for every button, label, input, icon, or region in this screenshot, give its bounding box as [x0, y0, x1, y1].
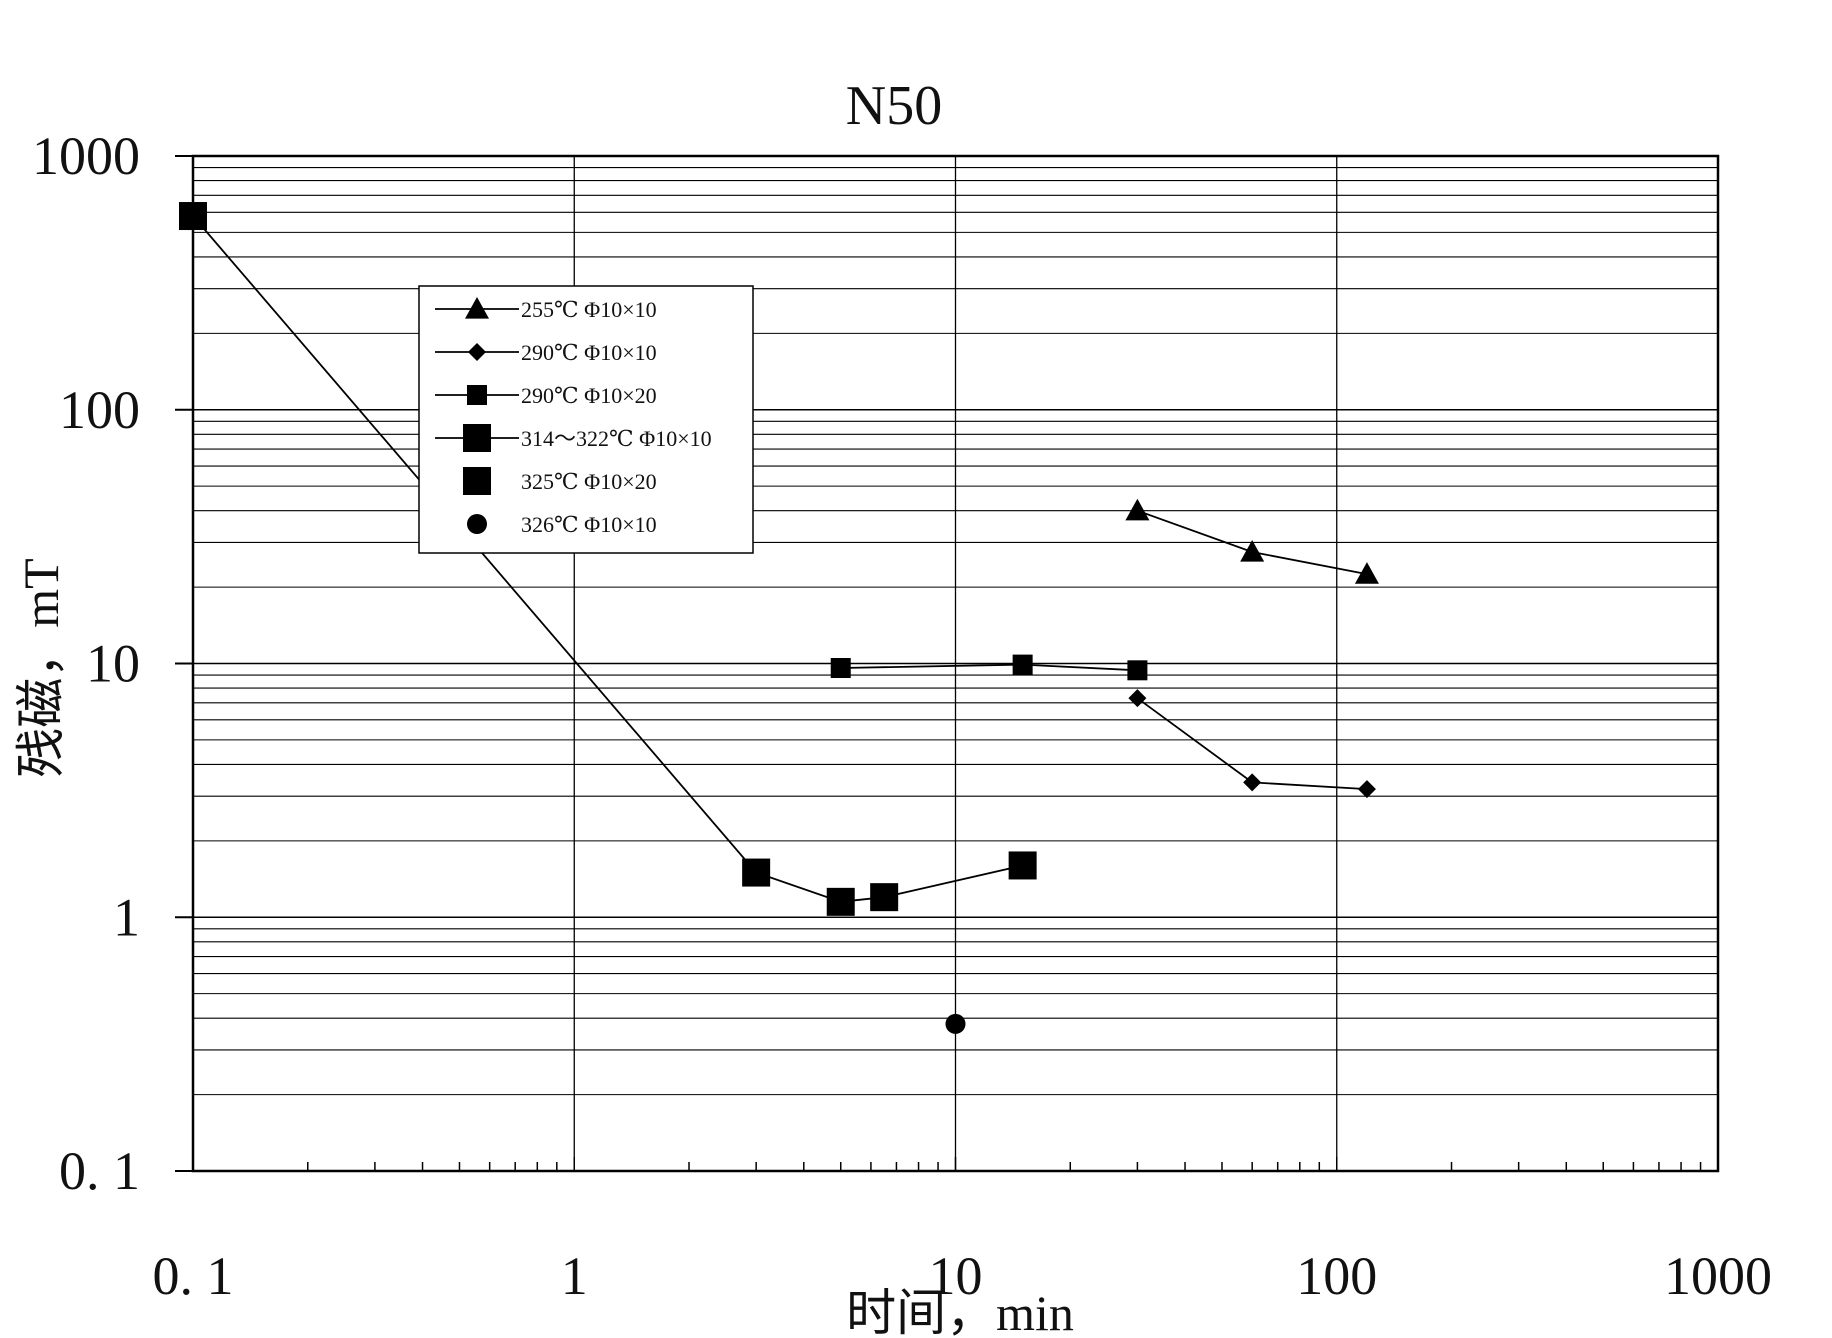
data-point [1128, 689, 1147, 708]
x-tick-label: 10 [929, 1246, 983, 1306]
grid [192, 156, 1719, 1172]
series-3 [179, 202, 1037, 916]
legend: 255℃ Φ10×10 290℃ Φ10×10 290℃ Φ10×20 314～322… [418, 285, 754, 554]
legend-label: 290℃ Φ10×20 [521, 383, 657, 408]
y-tick-label: 1 [113, 887, 140, 947]
legend-marker [463, 424, 491, 452]
data-point [179, 202, 207, 231]
data-point [830, 657, 851, 678]
legend-label: 325℃ Φ10×20 [521, 469, 657, 494]
legend-marker [467, 385, 487, 405]
data-point [1357, 780, 1376, 799]
data-point [742, 858, 771, 887]
legend-marker [465, 297, 489, 319]
series-layer [179, 202, 1379, 1034]
data-point [1012, 654, 1033, 675]
x-tick-label: 0. 1 [153, 1246, 234, 1306]
data-point [1127, 660, 1148, 681]
series-2 [830, 654, 1148, 681]
x-axis-ticks: 0. 1 1 10 100 1000 [153, 1157, 1772, 1306]
legend-marker [468, 343, 486, 361]
y-axis-label: 残磁，mT [13, 558, 69, 777]
legend-item: 255℃ Φ10×10 [435, 297, 657, 322]
data-point [826, 887, 855, 916]
data-point [1240, 540, 1265, 562]
legend-item: 325℃ Φ10×20 [463, 467, 657, 495]
legend-item: 290℃ Φ10×10 [435, 340, 657, 365]
data-point [1008, 851, 1037, 880]
series-5 [945, 1013, 966, 1034]
legend-label: 290℃ Φ10×10 [521, 340, 657, 365]
legend-item: 326℃ Φ10×10 [467, 512, 657, 537]
legend-label: 314～322℃ Φ10×10 [521, 426, 712, 451]
legend-label: 326℃ Φ10×10 [521, 512, 657, 537]
data-point [1243, 773, 1262, 792]
legend-label: 255℃ Φ10×10 [521, 297, 657, 322]
legend-marker [463, 467, 491, 495]
data-point [870, 883, 899, 912]
series-0 [1125, 498, 1379, 584]
y-tick-label: 1000 [32, 126, 140, 186]
data-point [945, 1013, 966, 1034]
legend-box [418, 285, 754, 554]
x-tick-label: 1 [561, 1246, 588, 1306]
data-point [1354, 562, 1379, 584]
legend-item: 290℃ Φ10×20 [435, 383, 657, 408]
series-1 [1128, 689, 1376, 799]
data-point [1125, 498, 1150, 521]
chart-title: N50 [846, 75, 942, 137]
legend-marker [467, 514, 487, 534]
x-tick-label: 100 [1296, 1246, 1377, 1306]
y-tick-label: 0. 1 [59, 1141, 140, 1201]
y-axis-ticks: 0. 1 1 10 100 1000 [32, 126, 193, 1201]
x-tick-label: 1000 [1664, 1246, 1772, 1306]
y-tick-label: 100 [59, 380, 140, 440]
legend-item: 314～322℃ Φ10×10 [435, 424, 712, 452]
y-tick-label: 10 [86, 634, 140, 694]
x-axis-label: 时间，min [846, 1285, 1074, 1338]
